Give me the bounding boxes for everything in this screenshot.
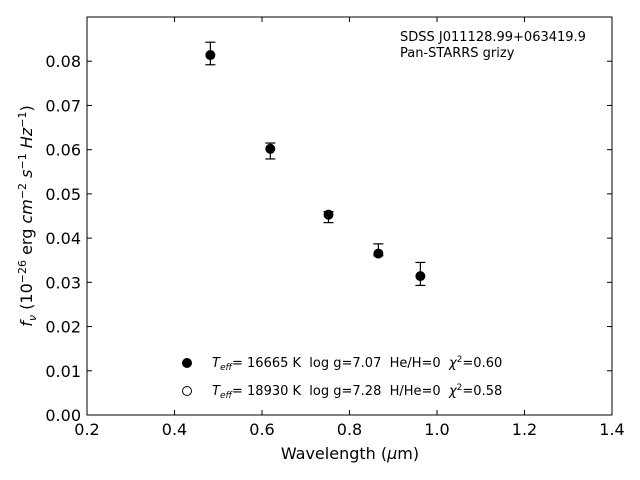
legend-marker-open — [182, 386, 192, 396]
ticks-layer: 0.2 0.4 0.6 0.8 1.0 1.2 1.4 0.00 0.01 0.02 0.03 0.0… — [45, 17, 625, 439]
x-tick-label-4: 1.0 — [424, 420, 449, 439]
x-tick-label-6: 1.4 — [599, 420, 624, 439]
x-tick-label-2: 0.6 — [249, 420, 274, 439]
y-tick-label-3: 0.03 — [45, 273, 81, 292]
y-tick-label-7: 0.07 — [45, 96, 81, 115]
data-point-0-1 — [265, 143, 276, 154]
legend-entry-2: Teff= 18930 K log g=7.28 H/He=0 χ2=0.58 — [212, 383, 502, 401]
y-tick-label-4: 0.04 — [45, 229, 81, 248]
y-tick-label-6: 0.06 — [45, 141, 81, 160]
x-tick-label-5: 1.2 — [512, 420, 537, 439]
data-point-0-2 — [323, 209, 334, 220]
y-tick-label-0: 0.00 — [45, 406, 81, 425]
data-point-0-4 — [415, 271, 426, 282]
legend: Teff= 16665 K log g=7.07 He/H=0 χ2=0.60 … — [182, 355, 502, 401]
legend-entry-1: Teff= 16665 K log g=7.07 He/H=0 χ2=0.60 — [212, 355, 502, 373]
legend-marker-filled — [182, 358, 192, 368]
x-axis-label: Wavelength (μm) — [281, 444, 419, 463]
y-tick-label-5: 0.05 — [45, 185, 81, 204]
y-tick-label-2: 0.02 — [45, 318, 81, 337]
y-tick-label-8: 0.08 — [45, 52, 81, 71]
y-tick-label-1: 0.01 — [45, 362, 81, 381]
x-tick-label-0: 0.2 — [74, 420, 99, 439]
y-axis-label: fν (10−26 erg cm−2 s−1 Hz−1) — [16, 105, 39, 326]
x-tick-label-3: 0.8 — [337, 420, 362, 439]
plot-frame — [86, 16, 613, 416]
x-tick-label-1: 0.4 — [162, 420, 187, 439]
annotation-line-2: Pan-STARRS grizy — [400, 46, 515, 61]
marks-layer — [205, 41, 426, 287]
data-point-0-0 — [205, 50, 216, 61]
data-point-0-3 — [373, 248, 384, 259]
annotation-line-1: SDSS J011128.99+063419.9 — [400, 30, 586, 45]
